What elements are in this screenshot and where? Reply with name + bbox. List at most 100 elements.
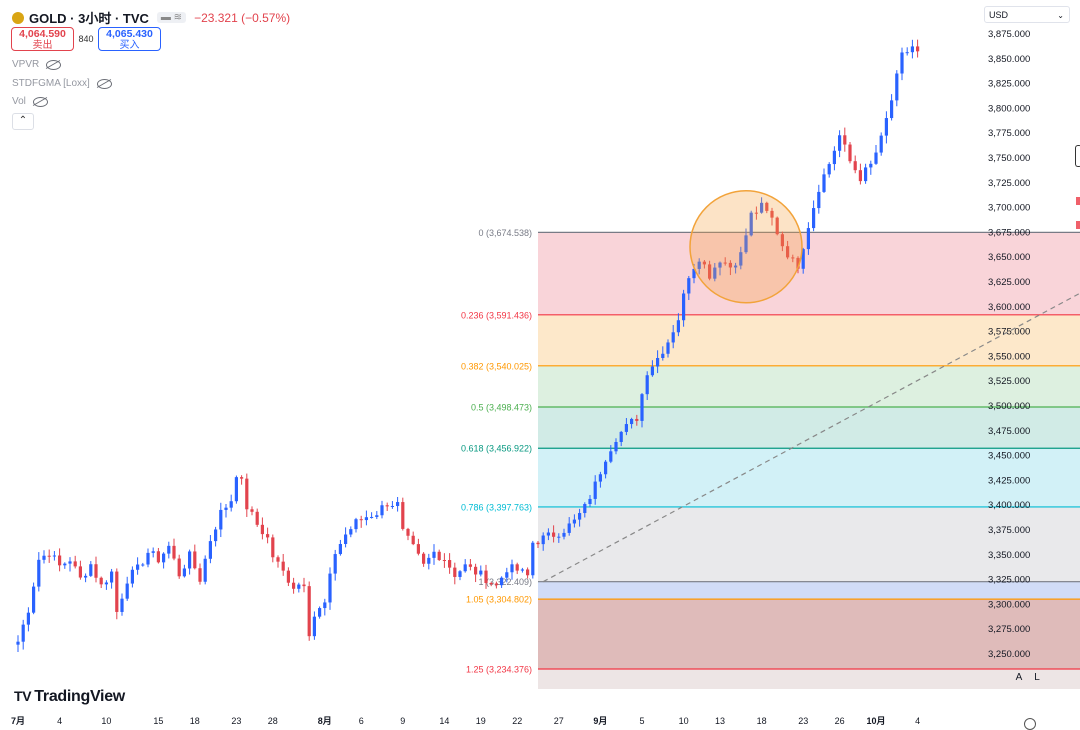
- hidden-eye-icon[interactable]: [32, 96, 48, 107]
- side-panel-toggle[interactable]: [1075, 145, 1080, 167]
- candle-body: [874, 152, 878, 164]
- time-tick-label: 9月: [593, 716, 607, 726]
- fib-band: [538, 365, 1080, 408]
- price-tick-label: 3,325.000: [988, 575, 1030, 586]
- candle-body: [136, 564, 140, 570]
- auto-scale-button[interactable]: A: [1015, 672, 1023, 683]
- candle-body: [489, 582, 493, 584]
- candle-body: [229, 501, 233, 508]
- candle-body: [318, 608, 322, 617]
- candle-body: [21, 624, 25, 642]
- candle-body: [208, 541, 212, 559]
- candle-body: [333, 554, 337, 574]
- candle-body: [453, 567, 457, 577]
- candle-body: [801, 249, 805, 269]
- candle-body: [193, 551, 197, 569]
- sell-label: 卖出: [32, 40, 53, 51]
- candle-body: [697, 261, 701, 269]
- candle-body: [728, 262, 732, 268]
- candle-body: [474, 566, 478, 575]
- candle-body: [32, 586, 36, 613]
- candle-body: [718, 262, 722, 268]
- time-tick-label: 6: [359, 716, 364, 726]
- price-tick-label: 3,300.000: [988, 599, 1030, 610]
- indicator-vpvr[interactable]: VPVR: [12, 59, 62, 70]
- candle-body: [120, 598, 124, 612]
- gear-icon[interactable]: [1024, 718, 1036, 730]
- price-axis: 3,250.000 3,275.000 3,300.000 3,325.000 3,35…: [988, 29, 1030, 660]
- indicator-stdfgma[interactable]: STDFGMA [Loxx]: [12, 78, 112, 89]
- log-scale-button[interactable]: L: [1034, 672, 1040, 683]
- candle-body: [650, 366, 654, 376]
- hidden-eye-icon[interactable]: [96, 78, 112, 89]
- candle-body: [328, 573, 332, 603]
- candle-body: [780, 234, 784, 247]
- candle-body: [479, 570, 483, 575]
- collapse-indicators-button[interactable]: ⌃: [12, 113, 34, 130]
- price-tick-label: 3,725.000: [988, 178, 1030, 189]
- symbol-header[interactable]: GOLD · 3小时 · TVC ▬ ≋ −23.321 (−0.57%): [12, 8, 290, 27]
- candle-body: [624, 424, 628, 432]
- candle-body: [520, 569, 524, 571]
- sell-button[interactable]: 4,064.590 卖出: [11, 27, 74, 51]
- candle-body: [687, 278, 691, 294]
- candle-body: [853, 161, 857, 171]
- candle-body: [266, 534, 270, 538]
- candle-body: [640, 394, 644, 421]
- candle-body: [770, 210, 774, 218]
- candle-body: [307, 586, 311, 637]
- candle-body: [198, 568, 202, 582]
- price-tick-label: 3,750.000: [988, 153, 1030, 164]
- candle-body: [42, 555, 46, 560]
- time-tick-label: 23: [231, 716, 241, 726]
- candle-body: [656, 357, 660, 367]
- time-tick-label: 19: [476, 716, 486, 726]
- candle-body: [526, 569, 530, 576]
- price-tick-label: 3,775.000: [988, 128, 1030, 139]
- candle-body: [151, 551, 155, 553]
- candle-body: [349, 529, 353, 535]
- candle-body: [224, 507, 228, 510]
- candle-body: [52, 555, 56, 557]
- quote-row: 4,064.590 卖出 840 4,065.430 买入: [11, 27, 161, 51]
- fib-level-label: 1.25 (3,234.376): [466, 664, 532, 674]
- candle-body: [364, 517, 368, 521]
- candle-body: [749, 212, 753, 236]
- price-tick-label: 3,675.000: [988, 227, 1030, 238]
- time-tick-label: 14: [439, 716, 449, 726]
- candle-body: [240, 477, 244, 479]
- candle-body: [458, 571, 462, 577]
- candle-body: [344, 534, 348, 545]
- currency-select[interactable]: USD ⌄: [984, 6, 1070, 23]
- hidden-eye-icon[interactable]: [46, 59, 62, 70]
- candle-body: [541, 535, 545, 545]
- candle-body: [910, 46, 914, 53]
- candle-body: [572, 519, 576, 524]
- fib-level-label: 0.236 (3,591.436): [461, 310, 532, 320]
- chart-style-chip[interactable]: ▬ ≋: [156, 12, 187, 23]
- candle-body: [255, 511, 259, 525]
- indicator-vol[interactable]: Vol: [12, 96, 48, 107]
- candle-body: [104, 582, 108, 585]
- candle-body: [796, 257, 800, 269]
- candle-body: [588, 498, 592, 505]
- chevron-up-icon: ⌃: [18, 115, 28, 126]
- price-change: −23.321 (−0.57%): [194, 10, 291, 25]
- indicator-label: VPVR: [12, 59, 40, 70]
- candle-body: [515, 564, 519, 571]
- price-tick-label: 3,575.000: [988, 327, 1030, 338]
- candle-body: [754, 212, 758, 214]
- candle-body: [156, 551, 160, 563]
- candle-body: [63, 563, 67, 566]
- price-tick-label: 3,800.000: [988, 103, 1030, 114]
- indicator-label: Vol: [12, 96, 26, 107]
- price-tick-label: 3,600.000: [988, 302, 1030, 313]
- candle-body: [583, 504, 587, 514]
- price-tick-label: 3,350.000: [988, 550, 1030, 561]
- fib-band: [538, 448, 1080, 507]
- symbol-title[interactable]: GOLD · 3小时 · TVC: [29, 11, 149, 26]
- price-tick-label: 3,850.000: [988, 54, 1030, 65]
- fib-level-label: 0.382 (3,540.025): [461, 361, 532, 371]
- buy-button[interactable]: 4,065.430 买入: [98, 27, 161, 51]
